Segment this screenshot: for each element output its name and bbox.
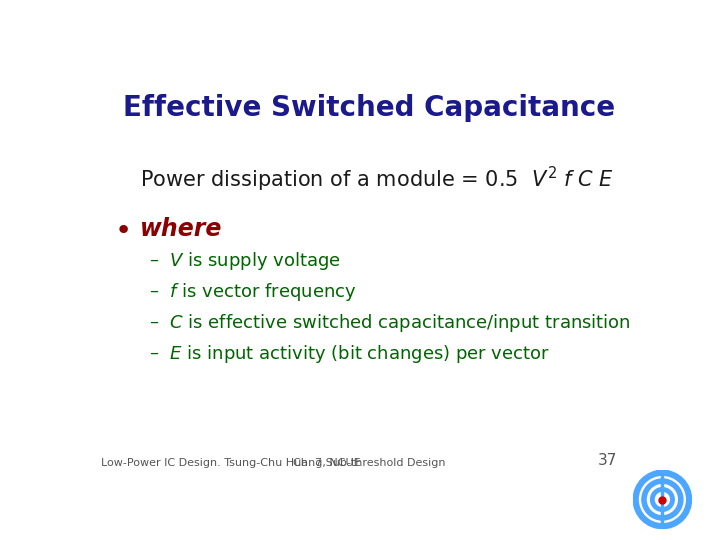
Text: •: • [115,217,132,245]
Text: Effective Switched Capacitance: Effective Switched Capacitance [123,94,615,122]
Text: Power dissipation of a module = 0.5  $V^2$ $f$ $C$ $E$: Power dissipation of a module = 0.5 $V^2… [140,165,614,194]
Text: –  $E$ is input activity (bit changes) per vector: – $E$ is input activity (bit changes) pe… [148,343,549,366]
Text: –  $V$ is supply voltage: – $V$ is supply voltage [148,250,341,272]
Text: Ch. 7 Sub-threshold Design: Ch. 7 Sub-threshold Design [293,458,445,468]
Text: –  $C$ is effective switched capacitance/input transition: – $C$ is effective switched capacitance/… [148,312,631,334]
Text: –  $f$ is vector frequency: – $f$ is vector frequency [148,281,356,303]
Text: 37: 37 [598,453,617,468]
Text: Low-Power IC Design. Tsung-Chu Huang, NCUE: Low-Power IC Design. Tsung-Chu Huang, NC… [101,458,361,468]
Text: where: where [140,217,222,240]
